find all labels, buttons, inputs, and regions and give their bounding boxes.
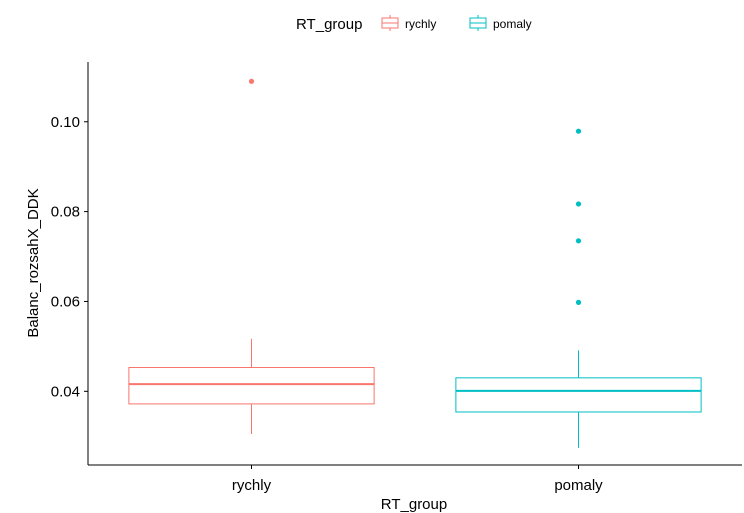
x-ticks: rychly pomaly xyxy=(232,465,603,494)
x-tick-label-rychly: rychly xyxy=(232,477,272,494)
y-ticks: 0.04 0.06 0.08 0.10 xyxy=(51,114,88,400)
legend-label-rychly: rychly xyxy=(405,17,436,31)
plot-area xyxy=(128,78,702,448)
legend-title: RT_group xyxy=(296,16,362,33)
outlier-point-pomaly-2 xyxy=(575,238,582,244)
outlier-point-pomaly-1 xyxy=(575,299,582,305)
x-tick-label-pomaly: pomaly xyxy=(554,477,603,494)
x-axis-title: RT_group xyxy=(381,496,447,513)
legend-key-pomaly xyxy=(469,15,487,31)
legend-key-rychly xyxy=(381,15,399,31)
y-tick-label-0.10: 0.10 xyxy=(51,114,80,131)
y-tick-label-0.06: 0.06 xyxy=(51,293,80,310)
boxplot-pomaly xyxy=(455,128,702,448)
box-rychly xyxy=(128,367,375,405)
legend: RT_group rychly pomaly xyxy=(296,15,532,33)
outlier-point-pomaly-3 xyxy=(575,201,582,207)
legend-label-pomaly: pomaly xyxy=(493,17,532,31)
y-tick-label-0.04: 0.04 xyxy=(51,383,80,400)
outlier-point-rychly-1 xyxy=(248,78,255,84)
outlier-point-pomaly-4 xyxy=(575,128,582,134)
box-pomaly xyxy=(455,377,702,413)
y-axis-title: Balanc_rozsahX_DDK xyxy=(25,188,42,337)
boxplot-rychly xyxy=(128,78,375,434)
y-tick-label-0.08: 0.08 xyxy=(51,204,80,221)
